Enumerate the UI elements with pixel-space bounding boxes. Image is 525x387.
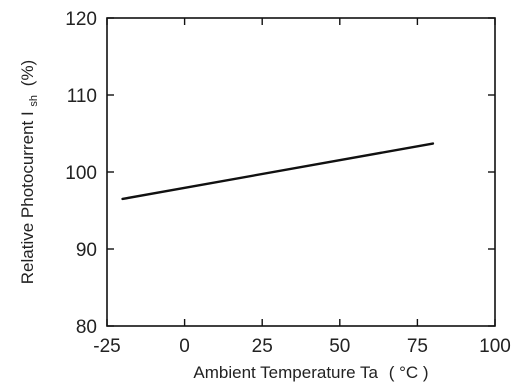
y-axis-label-text: Relative Photocurrent I — [18, 111, 37, 284]
series-line — [121, 142, 435, 201]
x-tick-label: 100 — [479, 336, 511, 357]
axis-ticks — [106, 17, 496, 327]
y-tick-label: 80 — [76, 317, 97, 338]
x-tick-labels: -25 0 25 50 75 100 — [93, 336, 511, 357]
y-tick-labels: 80 90 100 110 120 — [65, 9, 97, 338]
plot-border — [106, 17, 496, 327]
x-axis-label-text: Ambient Temperature Ta — [193, 363, 378, 382]
y-tick-label: 110 — [67, 86, 97, 107]
x-tick-label: 75 — [407, 336, 428, 357]
y-tick-label: 90 — [76, 240, 97, 261]
y-axis-label: Relative Photocurrent I sh (%) — [18, 60, 41, 284]
x-tick-label: 50 — [329, 336, 350, 357]
series-layer — [121, 142, 435, 201]
x-axis-label: Ambient Temperature Ta ( °C ) — [193, 363, 428, 382]
y-axis-label-subscript: sh — [28, 95, 40, 107]
plot-frame — [106, 17, 496, 327]
y-tick-label: 120 — [65, 9, 97, 30]
x-axis-unit: ( °C ) — [389, 363, 429, 382]
x-tick-label: 25 — [252, 336, 273, 357]
y-axis-unit: (%) — [18, 60, 37, 86]
y-tick-label: 100 — [65, 163, 97, 184]
x-tick-label: -25 — [93, 336, 120, 357]
x-tick-label: 0 — [179, 336, 190, 357]
